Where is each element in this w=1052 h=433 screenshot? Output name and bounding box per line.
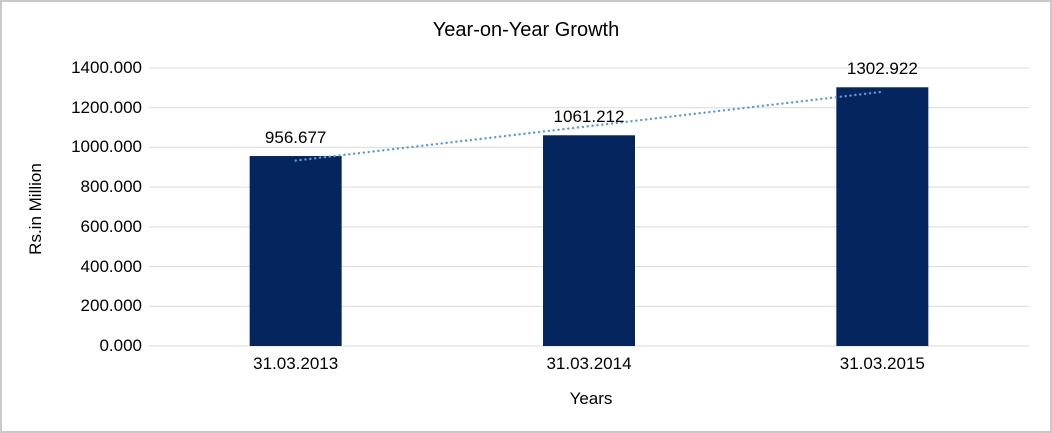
x-tick-label: 31.03.2014 xyxy=(546,354,632,373)
y-tick-label: 600.000 xyxy=(80,216,142,236)
trendline xyxy=(294,90,884,162)
y-tick-label: 200.000 xyxy=(80,296,142,316)
x-tick-label: 31.03.2013 xyxy=(253,354,339,373)
bar-31.03.2014 xyxy=(543,135,635,346)
chart-title: Year-on-Year Growth xyxy=(432,19,620,41)
y-tick-label: 1400.000 xyxy=(71,58,142,77)
bar-data-label: 1061.212 xyxy=(553,107,625,127)
y-axis-title: Rs.in Million xyxy=(26,163,45,255)
bar-31.03.2015 xyxy=(836,87,929,346)
y-tick-label: 400.000 xyxy=(80,256,142,276)
trendline-dotted xyxy=(294,90,884,162)
bar-data-label: 1302.922 xyxy=(846,59,918,79)
bar-series xyxy=(249,87,929,346)
bar-31.03.2013 xyxy=(249,156,342,346)
y-tick-label: 800.000 xyxy=(80,177,142,197)
bar-data-label: 956.677 xyxy=(264,128,327,148)
y-tick-label: 0.000 xyxy=(99,336,142,355)
y-tick-label: 1000.000 xyxy=(71,137,142,157)
y-tick-label: 1200.000 xyxy=(71,97,142,117)
x-axis-title: Years xyxy=(569,389,613,408)
x-tick-label: 31.03.2015 xyxy=(839,354,925,373)
